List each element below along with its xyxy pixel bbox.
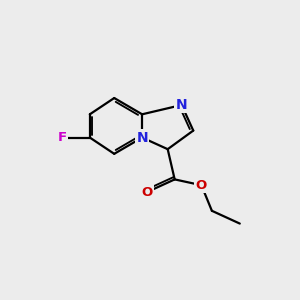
Text: F: F [57,131,67,144]
Text: O: O [196,179,207,192]
Text: O: O [141,186,152,199]
Text: N: N [136,130,148,145]
Text: N: N [176,98,188,112]
